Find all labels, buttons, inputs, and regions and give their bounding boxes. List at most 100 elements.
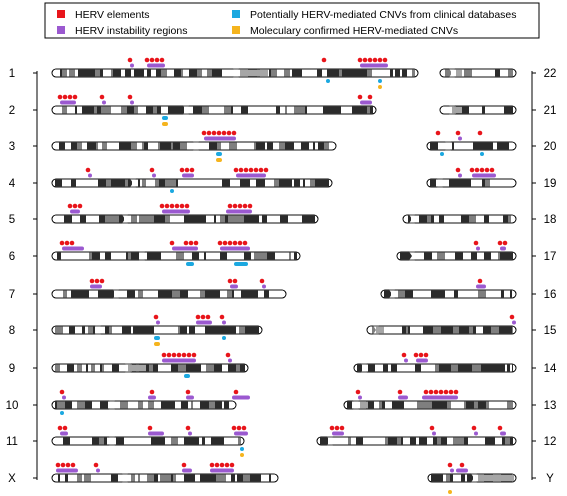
herv-element-marker: [497, 240, 503, 246]
chromosome-band: [98, 179, 106, 187]
confirmed-cnv-marker: [448, 490, 452, 494]
herv-element-marker: [227, 203, 233, 209]
herv-element-marker: [62, 425, 68, 431]
chromosome-band: [506, 106, 512, 114]
chromosome-band: [149, 364, 153, 372]
herv-element-marker: [164, 203, 170, 209]
instability-region-marker: [220, 246, 250, 251]
chromosome-band: [148, 106, 153, 114]
herv-element-marker: [377, 57, 383, 63]
chromosome-band: [154, 215, 160, 223]
chromosome-band: [256, 179, 258, 187]
chromosome-band: [367, 106, 370, 114]
chromosome-band: [64, 215, 66, 223]
chromosome-band: [461, 106, 467, 114]
chromosome-band: [95, 69, 100, 77]
chromosome-band: [292, 69, 300, 77]
chromosome-band: [305, 106, 307, 114]
centromere-notch: [122, 478, 128, 483]
chromosome-left-9: [51, 363, 249, 373]
chromosome-band: [176, 252, 184, 260]
chromosome-band: [438, 290, 445, 298]
herv-element-marker: [241, 425, 247, 431]
chromosome-left-8: [51, 325, 263, 335]
chromosome-band: [157, 106, 161, 114]
instability-region-marker: [172, 246, 198, 251]
chromosome-band: [243, 474, 250, 482]
chromosome-band: [510, 437, 512, 445]
herv-element-marker: [459, 462, 465, 468]
herv-element-marker: [166, 352, 172, 358]
legend-frame: [44, 2, 540, 39]
herv-element-marker: [471, 425, 477, 431]
herv-element-marker: [62, 94, 68, 100]
chromosome-band: [450, 474, 453, 482]
chromosome-band: [328, 106, 336, 114]
centromere-notch: [122, 473, 128, 478]
herv-element-marker: [201, 130, 207, 136]
chromosome-band: [285, 142, 292, 150]
chromosome-band: [457, 437, 464, 445]
chromosome-band: [159, 179, 165, 187]
chromosome-band: [491, 326, 493, 334]
chromosome-band: [280, 215, 288, 223]
chromosome-band: [303, 179, 305, 187]
chromosome-band: [500, 252, 507, 260]
instability-region-marker: [500, 431, 506, 436]
clinical-cnv-marker: [222, 336, 226, 340]
chromosome-band: [171, 142, 173, 150]
chromosome-band: [214, 364, 222, 372]
chromosome-band: [102, 364, 104, 372]
centromere-notch: [113, 289, 119, 294]
chromosome-band: [236, 364, 240, 372]
chromosome-band: [408, 326, 410, 334]
chromosome-label-right: 13: [544, 400, 557, 412]
chromosome-band: [476, 142, 482, 150]
chromosome-band: [225, 326, 231, 334]
chromosome-band: [120, 401, 128, 409]
herv-element-marker: [232, 240, 238, 246]
centromere-notch: [233, 73, 239, 78]
herv-element-marker: [448, 389, 454, 395]
confirmed-cnv-marker: [216, 158, 222, 162]
chromosome-label-right: 16: [544, 289, 557, 301]
chromosome-right-12: [316, 436, 517, 446]
chromosome-band: [124, 326, 131, 334]
chromosome-band: [256, 142, 260, 150]
chromosome-band: [55, 364, 60, 372]
chromosome-band: [115, 179, 119, 187]
chromosome-band: [160, 215, 165, 223]
chromosome-band: [105, 252, 111, 260]
chromosome-band: [435, 474, 443, 482]
centromere-notch: [445, 141, 451, 146]
chromosome-band: [165, 215, 170, 223]
chromosome-band: [419, 437, 422, 445]
chromosome-band: [193, 106, 198, 114]
centromere-notch: [361, 368, 367, 373]
chromosome-band: [512, 437, 513, 445]
chromosome-band: [467, 474, 473, 482]
chromosome-band: [141, 326, 146, 334]
chromosome-label-left: 10: [6, 400, 19, 412]
chromosome-band: [158, 290, 166, 298]
chromosome-band: [401, 437, 403, 445]
herv-element-marker: [232, 278, 238, 284]
chromosome-band: [93, 326, 95, 334]
instability-region-marker: [196, 320, 212, 325]
chromosome-band: [147, 69, 151, 77]
herv-element-marker: [253, 167, 259, 173]
chromosome-band: [224, 106, 231, 114]
chromosome-band: [371, 364, 375, 372]
chromosome-band: [156, 69, 161, 77]
chromosome-band: [324, 142, 327, 150]
chromosome-band: [466, 401, 474, 409]
chromosome-band: [65, 401, 72, 409]
chromosome-band: [77, 474, 82, 482]
chromosome-band: [148, 326, 151, 334]
chromosome-band: [186, 474, 188, 482]
chromosome-label-right: 18: [544, 214, 557, 226]
chromosome-band: [224, 401, 229, 409]
chromosome-band: [173, 474, 176, 482]
chromosome-outline: [51, 363, 249, 373]
